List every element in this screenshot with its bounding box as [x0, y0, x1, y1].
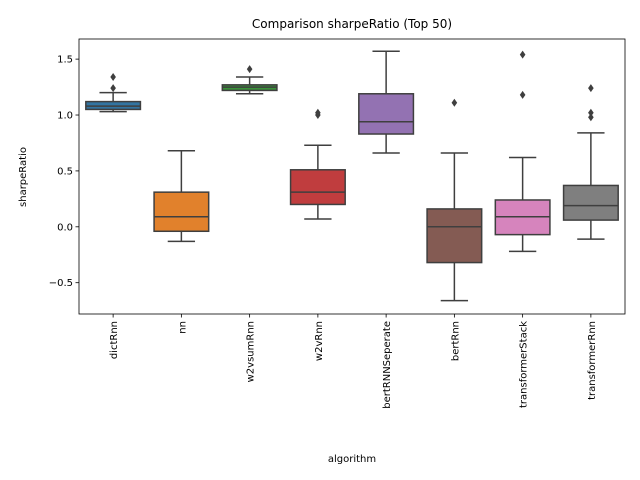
- plot-frame: [78, 38, 626, 315]
- box-bertRNNSeperate: [358, 93, 415, 135]
- outlier-point: [588, 113, 594, 122]
- box-w2vRnn: [289, 169, 346, 206]
- outlier-point: [588, 84, 594, 93]
- x-tick-label-dictRnn: dictRnn: [109, 321, 120, 359]
- y-tick-label: −0.5: [49, 278, 73, 289]
- x-tick-label-transformerStack: transformerStack: [519, 321, 530, 408]
- y-tick-label: 1.0: [57, 111, 73, 122]
- outlier-point: [588, 108, 594, 117]
- x-tick-label-w2vRnn: w2vRnn: [314, 321, 325, 361]
- outlier-point: [246, 65, 253, 74]
- plot-area: −0.5 0.0 0.5 1.0 1.5 dictRnn nn w2vsumRnn w2vRnn…: [49, 38, 626, 409]
- y-tick-label: 0.0: [57, 222, 73, 233]
- x-tick-label-nn: nn: [177, 321, 188, 334]
- box-nn: [153, 191, 210, 233]
- y-tick-label: 1.5: [57, 55, 73, 66]
- chart-title: Comparison sharpeRatio (Top 50): [252, 17, 452, 31]
- y-axis-label: sharpeRatio: [18, 147, 29, 207]
- x-tick-label-transformerRnn: transformerRnn: [587, 321, 598, 400]
- box-bertRnn: [426, 208, 483, 264]
- outlier-point: [110, 84, 116, 93]
- y-tick-label: 0.5: [57, 166, 73, 177]
- x-tick-label-w2vsumRnn: w2vsumRnn: [246, 321, 257, 382]
- outlier-point: [451, 98, 458, 107]
- box-transformerRnn: [562, 184, 619, 221]
- x-tick-label-bertRnn: bertRnn: [450, 321, 461, 361]
- outlier-point: [519, 90, 526, 99]
- outlier-point: [519, 50, 526, 59]
- outlier-point: [110, 73, 116, 82]
- x-tick-label-bertRNNSeperate: bertRNNSeperate: [382, 321, 393, 409]
- outlier-point: [315, 108, 321, 117]
- x-axis-label: algorithm: [328, 454, 376, 465]
